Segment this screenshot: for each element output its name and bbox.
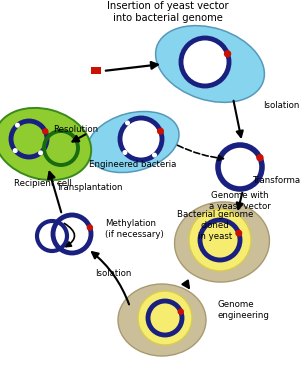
Ellipse shape bbox=[87, 112, 179, 173]
Circle shape bbox=[236, 230, 242, 236]
Circle shape bbox=[123, 151, 127, 154]
Circle shape bbox=[16, 124, 19, 127]
Circle shape bbox=[11, 121, 47, 157]
Text: Engineered bacteria: Engineered bacteria bbox=[89, 160, 177, 169]
Text: Transformation: Transformation bbox=[253, 176, 300, 185]
Circle shape bbox=[39, 151, 42, 155]
Ellipse shape bbox=[0, 108, 91, 180]
Circle shape bbox=[126, 121, 129, 125]
Circle shape bbox=[120, 118, 162, 160]
Text: Bacterial genome
cloned
in yeast: Bacterial genome cloned in yeast bbox=[177, 210, 253, 241]
Ellipse shape bbox=[156, 26, 264, 102]
Circle shape bbox=[189, 209, 251, 271]
Circle shape bbox=[218, 145, 262, 189]
Text: Recipient cell: Recipient cell bbox=[14, 179, 72, 188]
Text: Insertion of yeast vector
into bacterial genome: Insertion of yeast vector into bacterial… bbox=[107, 1, 229, 23]
Circle shape bbox=[148, 301, 182, 335]
Text: Genome
engineering: Genome engineering bbox=[218, 300, 270, 320]
Text: Methylation
(if necessary): Methylation (if necessary) bbox=[105, 219, 164, 239]
Circle shape bbox=[257, 155, 263, 161]
Text: Resolution: Resolution bbox=[53, 125, 98, 134]
Circle shape bbox=[87, 225, 92, 230]
Ellipse shape bbox=[175, 202, 269, 282]
Circle shape bbox=[44, 131, 78, 165]
Ellipse shape bbox=[118, 284, 206, 356]
Circle shape bbox=[181, 38, 229, 86]
Circle shape bbox=[37, 221, 67, 251]
Text: Isolation: Isolation bbox=[95, 269, 131, 279]
Circle shape bbox=[14, 149, 17, 153]
Text: Transplantation: Transplantation bbox=[57, 183, 123, 192]
Circle shape bbox=[138, 291, 192, 345]
Bar bbox=[91, 67, 101, 74]
Circle shape bbox=[225, 51, 231, 57]
Circle shape bbox=[153, 153, 156, 157]
Text: Genome with
a yeast vector: Genome with a yeast vector bbox=[209, 191, 271, 211]
Circle shape bbox=[200, 220, 240, 260]
Circle shape bbox=[178, 309, 183, 314]
Circle shape bbox=[43, 129, 48, 134]
Text: Isolation: Isolation bbox=[263, 100, 299, 109]
Circle shape bbox=[53, 215, 91, 253]
Circle shape bbox=[158, 128, 163, 134]
